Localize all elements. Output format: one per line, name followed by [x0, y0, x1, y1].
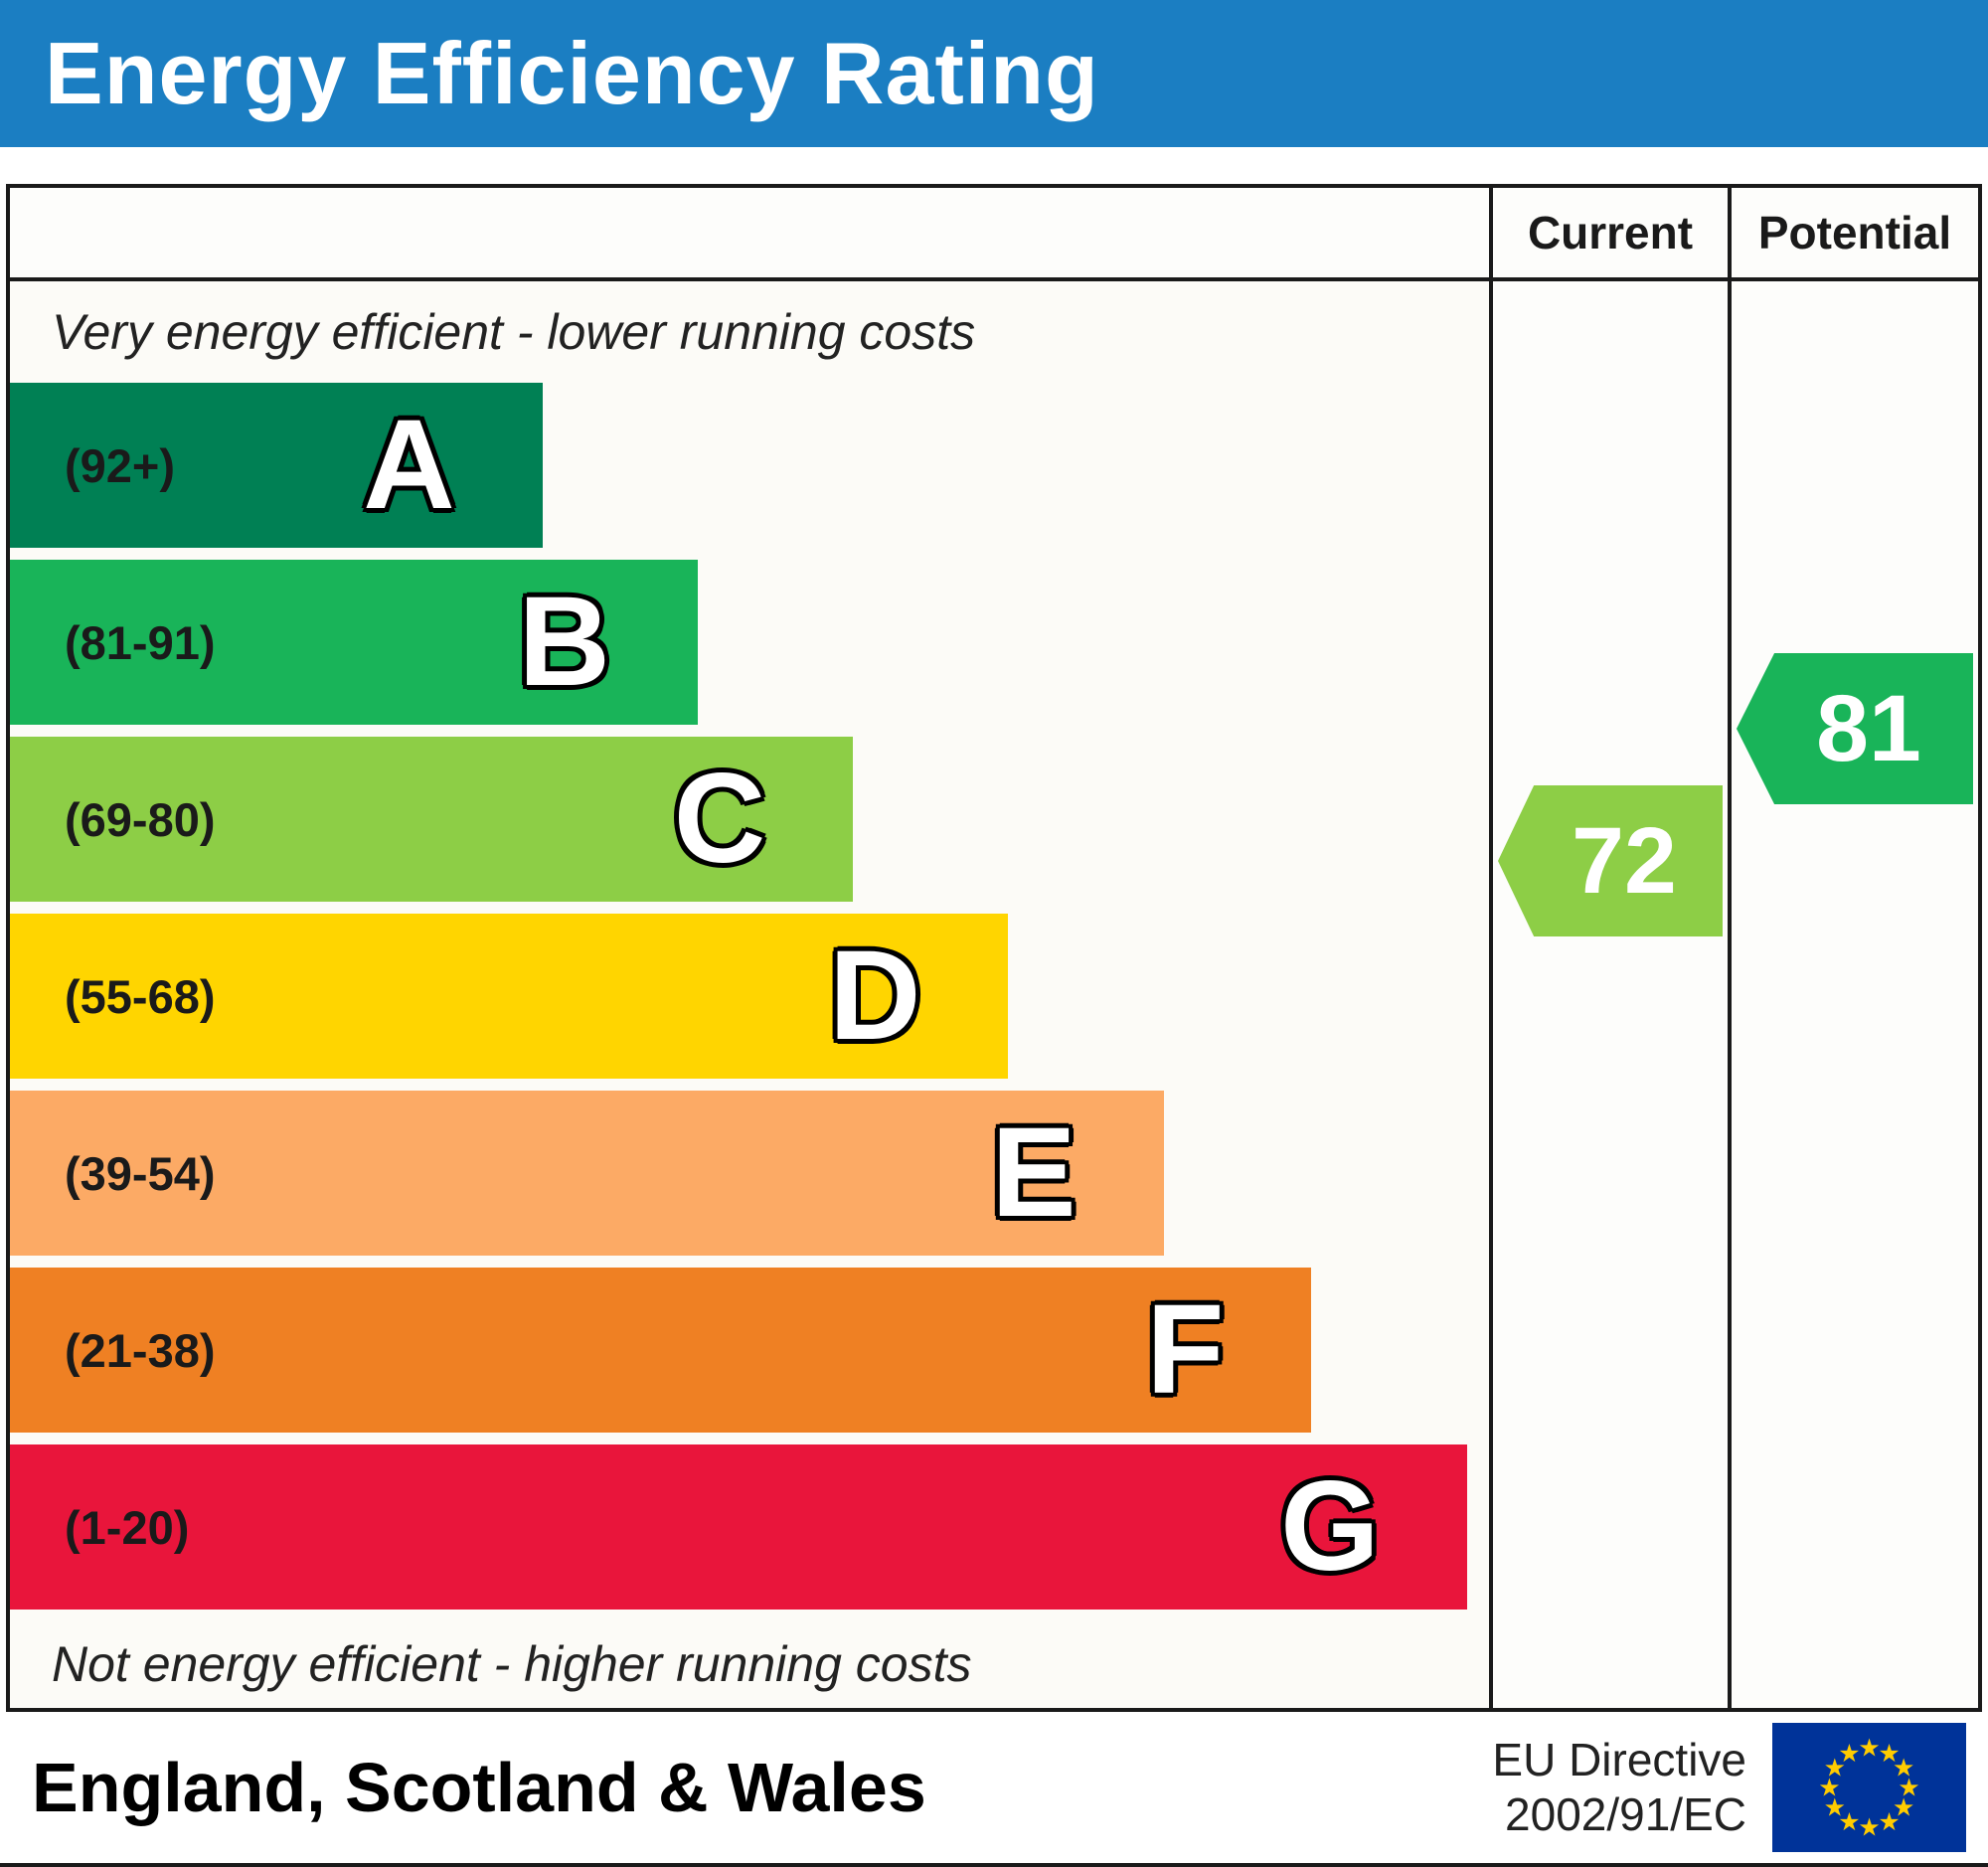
current-score-value: 72 — [1572, 807, 1677, 914]
band-row-e: (39-54) E — [10, 1091, 1489, 1268]
eu-flag-icon: ★ ★ ★ ★ ★ ★ ★ ★ ★ ★ ★ ★ — [1772, 1723, 1966, 1852]
svg-text:★: ★ — [1824, 1793, 1846, 1822]
chart-header-spacer — [10, 188, 1493, 281]
potential-score-arrow: 81 — [1737, 653, 1973, 804]
svg-text:★: ★ — [1818, 1774, 1840, 1802]
svg-text:★: ★ — [1858, 1733, 1880, 1762]
potential-column-header: Potential — [1732, 188, 1978, 281]
svg-text:★: ★ — [1858, 1813, 1880, 1842]
svg-text:★: ★ — [1878, 1739, 1900, 1768]
band-letter: A — [363, 394, 455, 536]
band-row-c: (69-80) C — [10, 737, 1489, 914]
band-letter: B — [518, 571, 610, 713]
svg-text:★: ★ — [1838, 1807, 1860, 1836]
potential-score-value: 81 — [1816, 675, 1921, 781]
band-bar-a: (92+) A — [10, 383, 543, 548]
band-range-label: (21-38) — [65, 1323, 216, 1377]
eu-directive-line2: 2002/91/EC — [1505, 1788, 1746, 1840]
band-range-label: (92+) — [65, 438, 176, 492]
current-score-column: 72 — [1493, 281, 1732, 1708]
current-column-header: Current — [1493, 188, 1732, 281]
band-bar-d: (55-68) D — [10, 914, 1009, 1079]
eu-directive-line1: EU Directive — [1492, 1733, 1746, 1785]
band-letter: E — [991, 1102, 1077, 1244]
band-range-label: (55-68) — [65, 969, 216, 1023]
band-range-label: (39-54) — [65, 1146, 216, 1200]
band-range-label: (81-91) — [65, 615, 216, 669]
band-bar-c: (69-80) C — [10, 737, 854, 902]
band-letter: D — [828, 925, 921, 1067]
title-bar: Energy Efficiency Rating — [0, 0, 1988, 147]
svg-text:★: ★ — [1824, 1753, 1846, 1782]
svg-text:★: ★ — [1898, 1774, 1919, 1802]
band-letter: C — [673, 748, 766, 890]
band-bar-b: (81-91) B — [10, 560, 698, 725]
current-score-arrow: 72 — [1498, 785, 1723, 936]
band-bar-g: (1-20) G — [10, 1444, 1467, 1610]
band-row-b: (81-91) B — [10, 560, 1489, 737]
band-letter: G — [1280, 1455, 1380, 1598]
svg-text:★: ★ — [1878, 1807, 1900, 1836]
region-label: England, Scotland & Wales — [32, 1749, 926, 1826]
potential-score-column: 81 — [1732, 281, 1978, 1708]
band-row-g: (1-20) G — [10, 1444, 1489, 1621]
footer-bar: England, Scotland & Wales EU Directive 2… — [0, 1712, 1988, 1867]
svg-text:★: ★ — [1893, 1793, 1914, 1822]
band-letter: F — [1146, 1278, 1225, 1421]
page-title: Energy Efficiency Rating — [45, 24, 1099, 122]
svg-text:★: ★ — [1838, 1739, 1860, 1768]
band-range-label: (69-80) — [65, 792, 216, 846]
energy-rating-chart: Current Potential Very energy efficient … — [6, 184, 1982, 1712]
band-bar-f: (21-38) F — [10, 1268, 1312, 1433]
band-row-d: (55-68) D — [10, 914, 1489, 1091]
svg-text:★: ★ — [1893, 1753, 1914, 1782]
top-efficiency-note: Very energy efficient - lower running co… — [52, 304, 976, 360]
band-bar-e: (39-54) E — [10, 1091, 1164, 1256]
band-row-a: (92+) A — [10, 383, 1489, 560]
eu-directive-text: EU Directive 2002/91/EC — [1492, 1733, 1746, 1842]
band-range-label: (1-20) — [65, 1500, 190, 1554]
bottom-efficiency-note: Not energy efficient - higher running co… — [52, 1636, 972, 1692]
band-row-f: (21-38) F — [10, 1268, 1489, 1444]
bands-column: Very energy efficient - lower running co… — [10, 281, 1493, 1708]
